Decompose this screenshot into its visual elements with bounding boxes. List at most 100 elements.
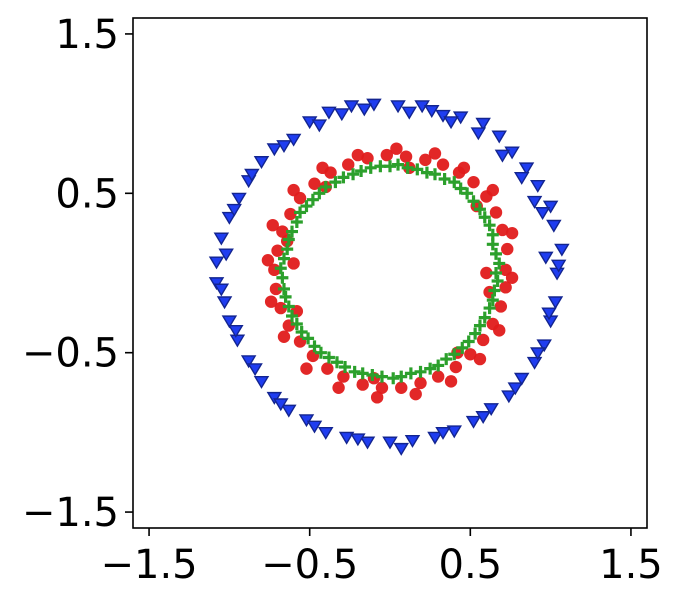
point-s0-10	[435, 109, 451, 123]
point-s1-32	[449, 360, 463, 374]
point-s0-72	[530, 347, 546, 361]
point-s2-57	[374, 160, 387, 173]
point-s0-76	[356, 103, 373, 117]
point-s1-31	[431, 370, 445, 383]
point-s2-1	[490, 247, 503, 260]
point-s0-2	[546, 219, 562, 233]
point-s1-41	[457, 161, 471, 175]
y-tick-label: 0.5	[55, 171, 119, 217]
point-s2-14	[300, 200, 313, 213]
point-s1-56	[473, 352, 487, 366]
point-s0-12	[390, 100, 406, 114]
point-s2-49	[424, 362, 437, 375]
point-s0-66	[306, 420, 323, 434]
point-s0-3	[542, 200, 559, 214]
point-s1-8	[419, 153, 432, 167]
point-s2-54	[473, 203, 486, 216]
point-s0-73	[541, 307, 557, 321]
point-s2-30	[448, 348, 461, 361]
point-s2-13	[313, 187, 326, 200]
y-tick-label: −1.5	[22, 490, 119, 536]
point-s1-57	[493, 324, 506, 337]
point-s0-36	[359, 436, 376, 450]
point-s1-9	[399, 150, 413, 163]
x-tick-label: 0.5	[439, 542, 503, 588]
point-s0-44	[513, 372, 530, 386]
point-s2-23	[322, 351, 335, 364]
point-s1-44	[351, 148, 365, 162]
point-s1-1	[501, 242, 514, 256]
point-s1-37	[499, 281, 512, 294]
point-s0-15	[321, 106, 337, 120]
point-s2-20	[286, 310, 299, 323]
point-s0-43	[501, 390, 517, 404]
point-s1-30	[414, 376, 427, 390]
markers-layer	[208, 98, 570, 456]
point-s1-12	[342, 158, 355, 171]
point-s1-47	[266, 218, 279, 232]
point-s2-46	[314, 346, 327, 359]
point-s2-59	[306, 193, 319, 206]
point-s0-18	[266, 143, 283, 157]
y-tick-label: 1.5	[55, 12, 119, 58]
point-s2-55	[448, 176, 461, 189]
point-s0-46	[536, 339, 552, 353]
series-0-triangle-down	[208, 98, 570, 456]
point-s1-49	[264, 295, 278, 308]
point-s0-64	[247, 363, 263, 377]
point-s2-38	[428, 168, 441, 181]
point-s0-51	[513, 171, 530, 185]
point-s1-60	[287, 257, 300, 270]
point-s2-67	[440, 353, 453, 366]
point-s0-26	[216, 296, 233, 310]
point-s1-38	[505, 271, 519, 284]
point-s2-43	[281, 243, 294, 256]
x-tick-label: −1.5	[100, 542, 197, 588]
point-s2-37	[461, 187, 474, 200]
point-s2-16	[282, 233, 295, 246]
point-s0-47	[542, 315, 559, 329]
point-s2-15	[290, 216, 303, 228]
point-s0-50	[534, 207, 551, 220]
point-s1-7	[436, 158, 450, 171]
point-s0-37	[382, 436, 398, 450]
point-s2-29	[432, 359, 445, 372]
point-s2-66	[404, 367, 417, 380]
point-s0-22	[221, 211, 238, 225]
point-s0-45	[526, 356, 543, 370]
point-s1-26	[337, 370, 350, 383]
point-s0-25	[208, 277, 225, 291]
point-s1-42	[428, 147, 442, 160]
point-s0-52	[494, 149, 511, 163]
point-s1-2	[496, 223, 509, 237]
point-s1-33	[464, 348, 477, 361]
point-s2-5	[454, 182, 467, 195]
point-s0-8	[475, 117, 491, 131]
point-s2-42	[294, 206, 307, 219]
point-s0-70	[475, 411, 491, 424]
point-s1-27	[356, 378, 369, 391]
point-s2-0	[490, 267, 503, 279]
point-s1-55	[444, 375, 458, 388]
x-tick-label: −0.5	[261, 542, 358, 588]
point-s2-58	[337, 171, 350, 184]
point-s1-17	[276, 225, 289, 238]
point-s0-24	[208, 256, 225, 270]
point-s2-50	[456, 341, 469, 354]
point-s2-51	[478, 311, 491, 324]
point-s1-62	[290, 305, 304, 318]
point-s2-48	[387, 372, 400, 385]
series-2-plus	[274, 158, 506, 385]
point-s1-40	[486, 183, 499, 197]
plot-frame	[132, 17, 648, 529]
point-s2-45	[290, 318, 303, 330]
point-s0-60	[226, 203, 242, 217]
point-s0-41	[465, 415, 482, 429]
series-1-circle	[261, 142, 519, 404]
y-tick-label: −0.5	[22, 331, 119, 377]
point-s1-51	[300, 362, 313, 375]
point-s2-19	[279, 290, 292, 303]
point-s1-46	[287, 183, 300, 197]
point-s0-61	[218, 248, 234, 262]
